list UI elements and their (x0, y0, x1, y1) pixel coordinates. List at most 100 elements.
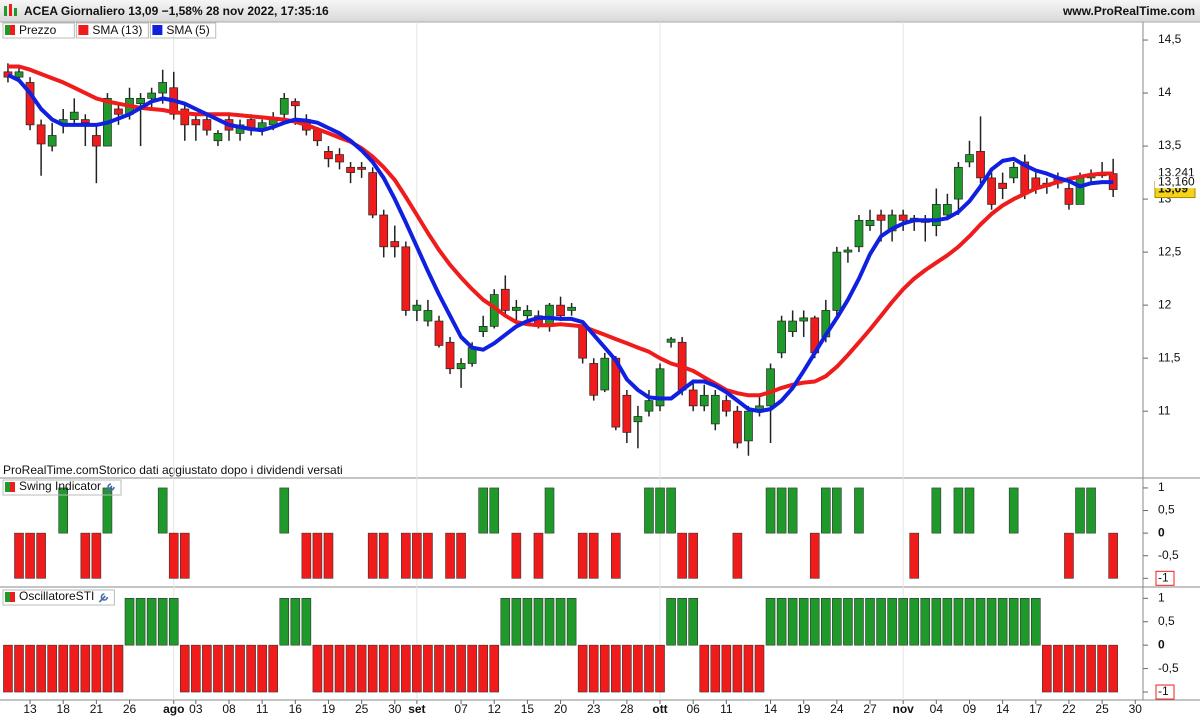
candle-body (976, 151, 985, 179)
y-tick-box (1155, 570, 1175, 586)
indicator-bar (710, 644, 721, 693)
candle-body (191, 119, 201, 126)
candle-body (180, 108, 190, 126)
legend-label: SMA (5) (166, 23, 209, 37)
indicator-bar (1042, 644, 1052, 693)
x-tick-label: 14 (764, 702, 778, 716)
indicator-bar (931, 598, 942, 646)
indicator-bar (887, 598, 897, 646)
indicator-bar (909, 598, 920, 646)
indicator-bar (533, 532, 544, 579)
x-tick-label: 30 (1129, 702, 1143, 716)
indicator-bar (588, 644, 599, 693)
candle-body (368, 172, 378, 216)
indicator-bar (401, 644, 411, 693)
panel-label[interactable]: Swing Indicator (2, 479, 122, 496)
indicator-bar (677, 598, 687, 646)
x-tick-label: set (408, 702, 425, 716)
candle-body (556, 304, 565, 317)
indicator-bar (290, 598, 301, 646)
x-tick-label: 11 (720, 702, 733, 716)
x-tick-label: 12 (488, 702, 502, 716)
x-tick-label: 27 (863, 702, 877, 716)
indicator-bar (36, 532, 46, 579)
candle-body (954, 166, 963, 200)
candle-body (412, 304, 422, 311)
candle-body (14, 71, 24, 78)
y-tick-label: 0,5 (1158, 614, 1175, 628)
legend-swatch (5, 482, 10, 492)
candle-body (699, 394, 709, 407)
legend-swatch (10, 482, 15, 492)
legend-item[interactable]: Prezzo (2, 22, 75, 39)
legend-item[interactable]: SMA (13) (75, 22, 149, 39)
y-tick-label: -0,5 (1158, 548, 1179, 562)
indicator-bar (599, 644, 610, 693)
candle-body (324, 151, 333, 160)
indicator-bar (445, 532, 455, 579)
indicator-bar (312, 532, 323, 579)
y-tick-label: 1 (1158, 590, 1165, 604)
x-tick-label: 18 (57, 702, 71, 716)
indicator-bar (191, 644, 201, 693)
indicator-bar (577, 644, 588, 693)
indicator-bar (1075, 487, 1085, 534)
indicator-bar (544, 487, 555, 534)
indicator-bar (91, 532, 102, 579)
candle-body (865, 219, 875, 226)
indicator-bar (953, 487, 964, 534)
indicator-bar (1019, 598, 1030, 646)
candle-body (136, 98, 145, 105)
indicator-bar (898, 598, 908, 646)
indicator-bar (821, 598, 831, 646)
candle-body (357, 166, 366, 170)
candle-body (1009, 166, 1019, 179)
legend-swatch (78, 25, 89, 35)
indicator-bar (412, 644, 422, 693)
legend-label: Prezzo (19, 23, 57, 37)
indicator-bar (511, 532, 522, 579)
indicator-bar (1008, 598, 1019, 646)
indicator-bar (765, 487, 776, 534)
indicator-bar (356, 644, 367, 693)
indicator-bar (787, 487, 798, 534)
y-tick-label: 0,5 (1158, 503, 1175, 517)
indicator-bar (80, 532, 91, 579)
indicator-bar (754, 644, 765, 693)
site-link[interactable]: www.ProRealTime.com (1062, 4, 1195, 18)
indicator-bar (964, 598, 975, 646)
x-tick-label: 23 (587, 702, 601, 716)
last-value-box (1155, 176, 1199, 189)
candle-body (898, 214, 908, 221)
candle-body (931, 204, 941, 226)
indicator-bar (699, 644, 710, 693)
indicator-bar (367, 532, 378, 579)
indicator-bar (3, 644, 13, 693)
panel-label[interactable]: OscillatoreSTI (2, 589, 115, 606)
indicator-bar (677, 532, 687, 579)
x-tick-label: ago (163, 702, 184, 716)
y-tick-label: -0,5 (1158, 661, 1179, 675)
indicator-bar (997, 598, 1008, 646)
y-tick-label: 0 (1158, 525, 1165, 539)
indicator-bar (931, 487, 942, 534)
indicator-bar (920, 598, 931, 646)
candle-body (92, 135, 101, 147)
y-tick-label: -1 (1158, 570, 1169, 584)
candle-body (666, 338, 676, 343)
candle-body (832, 251, 842, 311)
indicator-bar (666, 598, 676, 646)
panel-title: OscillatoreSTI (19, 589, 94, 603)
indicator-bar (378, 644, 389, 693)
indicator-bar (787, 598, 798, 646)
candle-body (567, 306, 576, 311)
legend-frame (2, 589, 115, 606)
y-tick-label: 11 (1158, 403, 1171, 417)
x-tick-label: 30 (388, 702, 402, 716)
x-tick-label: 19 (797, 702, 811, 716)
legend-item[interactable]: SMA (5) (149, 22, 217, 39)
indicator-bar (213, 644, 223, 693)
candle-body (478, 326, 488, 333)
legend-frame (149, 22, 217, 39)
indicator-bar (511, 598, 522, 646)
